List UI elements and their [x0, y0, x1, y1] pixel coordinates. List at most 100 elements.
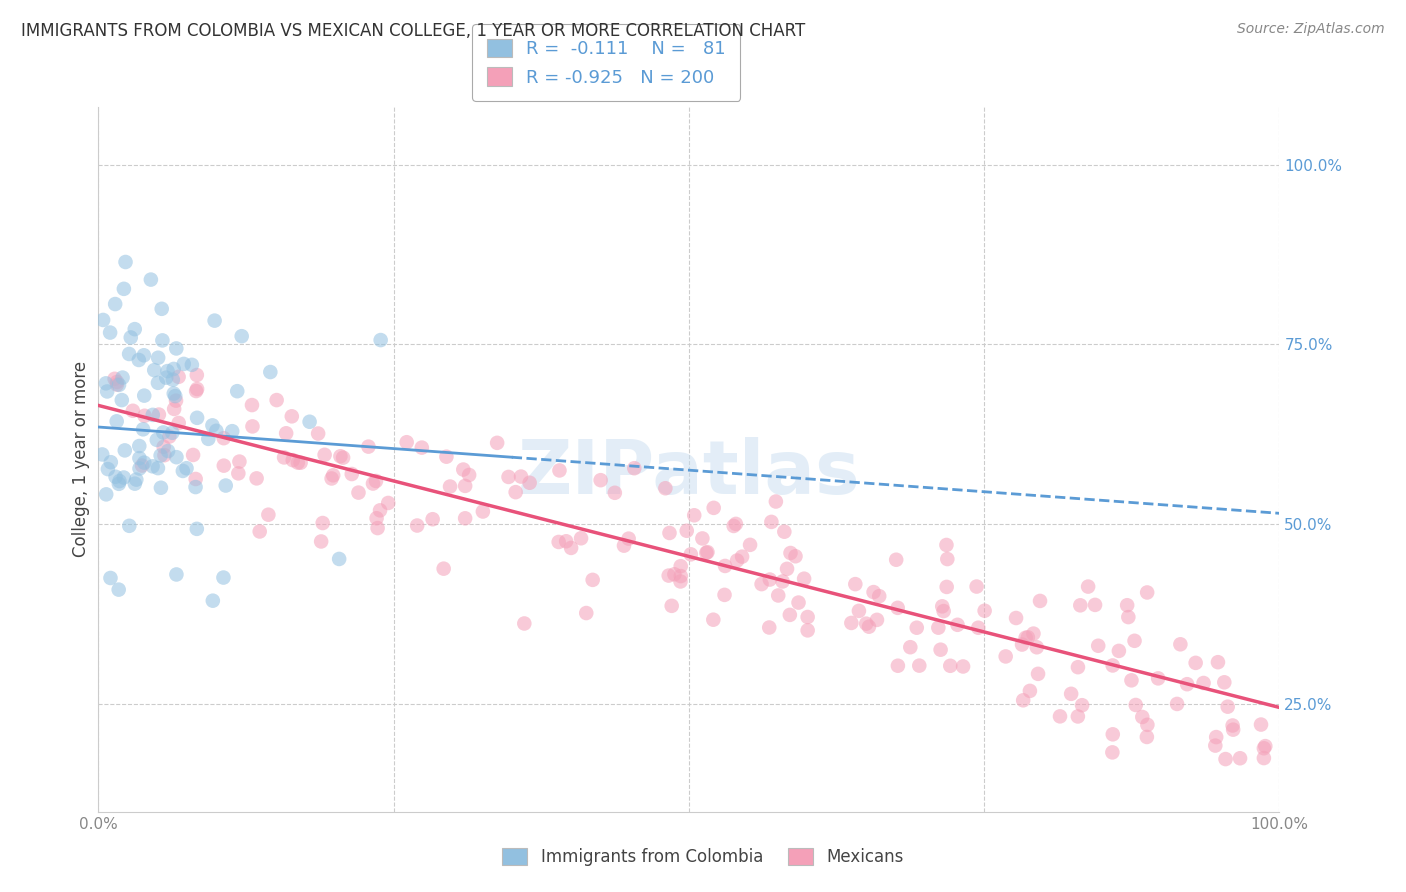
Point [205, 424, 228, 438]
Point [134, 456, 156, 470]
Point [309, 534, 332, 549]
Point [312, 516, 335, 530]
Point [149, 449, 172, 463]
Point [186, 522, 208, 536]
Point [163, 362, 186, 376]
Point [773, 524, 796, 539]
Point [1011, 638, 1033, 652]
Point [132, 348, 155, 362]
Point [370, 333, 392, 347]
Point [669, 569, 692, 583]
Point [240, 398, 263, 412]
Point [128, 353, 150, 368]
Point [1084, 598, 1107, 612]
Point [548, 463, 571, 477]
Point [357, 440, 380, 454]
Point [702, 613, 724, 627]
Point [454, 479, 477, 493]
Point [1025, 640, 1047, 655]
Point [433, 562, 456, 576]
Point [1123, 633, 1146, 648]
Point [173, 357, 195, 371]
Point [108, 474, 131, 488]
Point [848, 604, 870, 618]
Point [96, 384, 118, 399]
Point [152, 425, 174, 440]
Point [153, 448, 176, 462]
Point [1049, 709, 1071, 723]
Point [931, 599, 953, 614]
Point [669, 559, 692, 574]
Point [1026, 666, 1049, 681]
Point [364, 474, 387, 488]
Point [128, 461, 150, 475]
Point [458, 467, 481, 482]
Point [128, 451, 150, 466]
Point [855, 616, 877, 631]
Point [486, 435, 509, 450]
Point [787, 596, 810, 610]
Point [124, 476, 146, 491]
Point [498, 470, 520, 484]
Point [589, 473, 612, 487]
Point [1130, 710, 1153, 724]
Legend: Immigrants from Colombia, Mexicans: Immigrants from Colombia, Mexicans [494, 840, 912, 875]
Point [157, 429, 180, 443]
Point [281, 453, 304, 467]
Point [1205, 730, 1227, 744]
Point [111, 370, 134, 384]
Point [1254, 739, 1277, 753]
Point [163, 386, 186, 401]
Point [905, 621, 928, 635]
Point [436, 450, 458, 464]
Point [134, 409, 156, 423]
Point [695, 546, 717, 560]
Point [124, 322, 146, 336]
Point [180, 358, 202, 372]
Point [927, 621, 949, 635]
Point [290, 456, 312, 470]
Point [1067, 709, 1090, 723]
Point [1019, 684, 1042, 698]
Point [212, 570, 235, 584]
Point [221, 424, 243, 438]
Point [146, 461, 169, 475]
Point [422, 512, 444, 526]
Point [679, 547, 702, 561]
Point [108, 377, 131, 392]
Point [1166, 697, 1188, 711]
Point [111, 393, 134, 408]
Point [776, 562, 799, 576]
Point [259, 365, 281, 379]
Legend: R =  -0.111    N =   81, R = -0.925   N = 200: R = -0.111 N = 81, R = -0.925 N = 200 [472, 24, 741, 101]
Point [886, 600, 908, 615]
Point [142, 459, 165, 474]
Point [1077, 580, 1099, 594]
Point [1121, 673, 1143, 688]
Point [100, 571, 122, 585]
Point [105, 375, 128, 389]
Point [167, 416, 190, 430]
Point [751, 577, 773, 591]
Point [165, 393, 187, 408]
Point [617, 532, 640, 546]
Point [713, 588, 735, 602]
Point [1222, 718, 1244, 732]
Point [654, 481, 676, 495]
Point [298, 415, 321, 429]
Point [692, 532, 714, 546]
Point [758, 620, 780, 634]
Point [453, 462, 475, 476]
Point [765, 494, 787, 508]
Point [858, 620, 880, 634]
Point [669, 574, 692, 589]
Point [1216, 699, 1239, 714]
Point [866, 613, 889, 627]
Point [204, 313, 226, 327]
Point [575, 606, 598, 620]
Point [91, 447, 114, 461]
Point [785, 549, 807, 564]
Point [273, 450, 295, 465]
Point [152, 334, 174, 348]
Point [146, 376, 169, 390]
